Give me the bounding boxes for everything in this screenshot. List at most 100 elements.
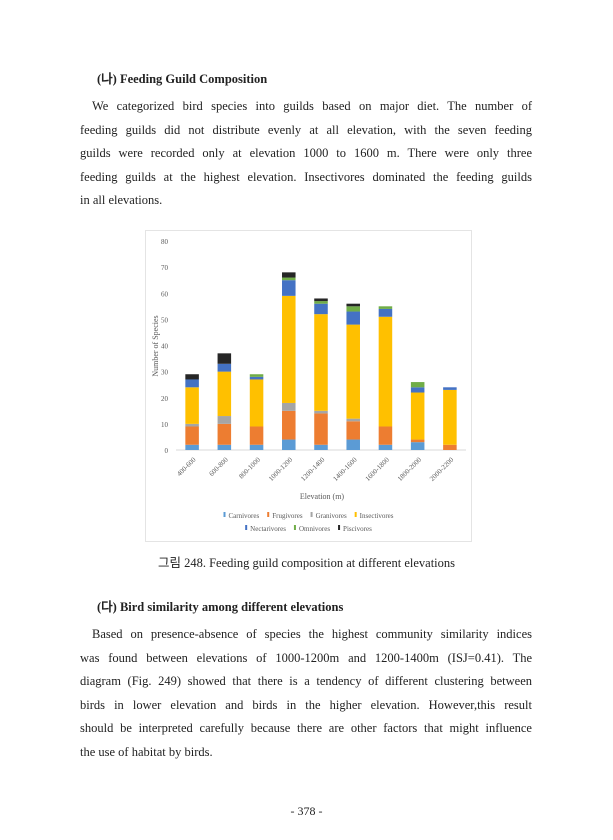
paragraph-feeding-guild: We categorized bird species into guilds …: [80, 95, 532, 213]
legend-label-piscivores: Piscivores: [343, 525, 372, 533]
bar-segment-frugivores: [378, 426, 393, 445]
bar-segment-frugivores: [217, 423, 232, 445]
page-number: - 378 -: [290, 804, 323, 818]
bar-segment-omnivores: [249, 374, 264, 377]
paragraph-bird-similarity: Based on presence-absence of species the…: [80, 623, 532, 764]
text-line: birds in lower elevation and birds in th…: [80, 697, 532, 712]
feeding-guild-chart: Number of Species Elevation (m) 0 10 20 30 4…: [145, 230, 472, 542]
bar-segment-nectarivores: [410, 387, 425, 393]
legend-swatch-carnivores: [223, 512, 226, 517]
bar-segment-insectivores: [443, 389, 457, 445]
text-line: diagram (Fig. 249) showed that there is …: [80, 674, 532, 688]
y-tick-label: 70: [161, 264, 169, 272]
bar-segment-nectarivores: [443, 387, 457, 390]
bar-segment-insectivores: [282, 295, 296, 403]
bar-segment-carnivores: [346, 439, 360, 450]
text-line: was found between elevations of 1000-120…: [80, 650, 532, 665]
bar-segment-nectarivores: [282, 280, 296, 296]
bar-segment-nectarivores: [217, 363, 232, 372]
y-tick-label: 20: [161, 395, 169, 403]
legend-label-insectivores: Insectivores: [360, 512, 394, 520]
legend-swatch-nectarivores: [245, 525, 248, 530]
bar-segment-omnivores: [346, 306, 360, 312]
y-tick-label: 80: [161, 238, 169, 246]
x-tick-label: 2000-2200: [428, 455, 455, 482]
y-tick-label: 10: [161, 421, 169, 429]
bar-segment-frugivores: [314, 413, 328, 445]
bar-segment-nectarivores: [378, 308, 393, 317]
bar-segment-insectivores: [217, 371, 232, 417]
bar-segment-insectivores: [185, 387, 199, 424]
bar-segment-insectivores: [249, 379, 264, 427]
bar-segment-carnivores: [378, 444, 393, 450]
bar-segment-frugivores: [185, 426, 199, 445]
x-tick-label: 1000-1200: [267, 455, 294, 482]
text-line: feeding guilds at the highest elevation.…: [80, 169, 532, 184]
legend-swatch-insectivores: [354, 512, 357, 517]
y-tick-label: 60: [161, 290, 169, 298]
section-heading-feeding-guild: (나) Feeding Guild Composition: [97, 72, 268, 86]
y-tick-label: 50: [161, 316, 169, 324]
bar-segment-omnivores: [314, 301, 328, 304]
text-line: in all elevations.: [80, 193, 163, 207]
bar-segment-omnivores: [378, 306, 393, 309]
text-line: feeding guilds did not distribute evenly…: [80, 122, 532, 137]
legend-label-omnivores: Omnivores: [299, 525, 330, 533]
legend-swatch-piscivores: [338, 525, 341, 530]
text-line: Based on presence-absence of species the…: [92, 627, 532, 641]
y-tick-label: 30: [161, 369, 169, 377]
legend-label-granivores: Granivores: [316, 512, 347, 520]
x-tick-label: 400-600: [175, 455, 198, 478]
legend-label-nectarivores: Nectarivores: [250, 525, 286, 533]
y-axis-label: Number of Species: [151, 315, 160, 376]
y-tick-label: 0: [165, 447, 169, 455]
section-heading-bird-similarity: (다) Bird similarity among different elev…: [97, 600, 344, 614]
bar-segment-frugivores: [249, 426, 264, 445]
bar-segment-piscivores: [314, 298, 328, 302]
bar-segment-insectivores: [314, 314, 328, 411]
bar-segment-granivores: [346, 418, 360, 422]
bar-segment-insectivores: [378, 316, 393, 427]
x-tick-label: 600-800: [208, 455, 231, 478]
bar-segment-carnivores: [249, 444, 264, 450]
bar-segment-granivores: [185, 423, 199, 427]
bar-segment-frugivores: [346, 421, 360, 440]
bar-segment-frugivores: [443, 444, 457, 450]
legend-label-frugivores: Frugivores: [272, 512, 303, 520]
bar-segment-nectarivores: [185, 379, 199, 388]
bar-segment-insectivores: [346, 324, 360, 419]
legend-swatch-omnivores: [293, 525, 296, 530]
bar-segment-granivores: [314, 410, 328, 414]
bar-segment-insectivores: [410, 392, 425, 440]
bar-segment-omnivores: [410, 382, 425, 388]
x-tick-label: 1200-1400: [299, 455, 326, 482]
bar-segment-carnivores: [185, 444, 199, 450]
text-line: We categorized bird species into guilds …: [92, 99, 532, 113]
bar-segment-omnivores: [282, 277, 296, 281]
x-axis-label: Elevation (m): [300, 492, 345, 501]
x-tick-label: 1400-1600: [332, 455, 359, 482]
legend-label-carnivores: Carnivores: [229, 512, 260, 520]
bar-segment-nectarivores: [249, 376, 264, 380]
text-line: guilds were recorded only at elevation 1…: [80, 146, 532, 160]
bar-segment-nectarivores: [314, 303, 328, 315]
chart-svg: Number of Species Elevation (m) 0 10 20 30 4…: [151, 238, 466, 533]
bar-segment-carnivores: [410, 442, 425, 450]
bar-segment-piscivores: [185, 374, 199, 380]
figure-caption: 그림 248. Feeding guild composition at dif…: [157, 556, 456, 570]
legend-swatch-granivores: [310, 512, 313, 517]
bar-segment-frugivores: [282, 410, 296, 440]
bar-segment-carnivores: [282, 439, 296, 450]
x-tick-label: 1600-1800: [364, 455, 391, 482]
bar-segment-piscivores: [217, 353, 232, 364]
x-tick-label: 1800-2000: [396, 455, 423, 482]
y-tick-label: 40: [161, 343, 169, 351]
text-line: the use of habitat by birds.: [80, 744, 213, 759]
legend-swatch-frugivores: [267, 512, 270, 517]
bar-segment-granivores: [282, 402, 296, 411]
bar-segment-frugivores: [410, 439, 425, 443]
bar-segment-piscivores: [282, 272, 296, 278]
bar-segment-piscivores: [346, 303, 360, 307]
x-tick-label: 800-1000: [237, 455, 262, 480]
